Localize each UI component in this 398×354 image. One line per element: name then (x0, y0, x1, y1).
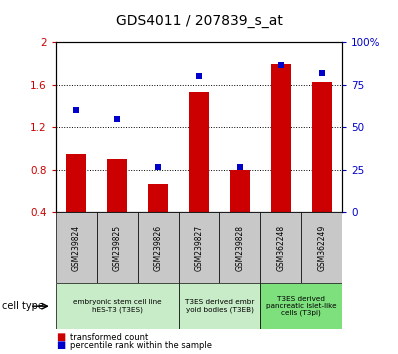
Bar (230, 170, 250, 212)
Bar (271, 64, 291, 212)
Bar (56, 212, 97, 283)
Bar (56, 283, 179, 329)
Bar (260, 283, 342, 329)
Bar (260, 212, 301, 283)
Text: GSM239826: GSM239826 (154, 225, 162, 271)
Point (114, 116, 120, 122)
Text: embryonic stem cell line
hES-T3 (T3ES): embryonic stem cell line hES-T3 (T3ES) (73, 299, 162, 313)
Text: GSM362248: GSM362248 (276, 225, 285, 271)
Text: percentile rank within the sample: percentile rank within the sample (70, 342, 212, 350)
Text: T3ES derived embr
yoid bodies (T3EB): T3ES derived embr yoid bodies (T3EB) (185, 299, 254, 313)
Text: GSM362249: GSM362249 (317, 225, 326, 271)
Point (319, 70, 325, 76)
Text: GSM239828: GSM239828 (236, 225, 244, 271)
Text: ■: ■ (56, 341, 65, 350)
Point (278, 62, 284, 67)
Bar (148, 184, 168, 212)
Text: transformed count: transformed count (70, 333, 148, 342)
Bar (179, 212, 219, 283)
Text: GSM239825: GSM239825 (113, 225, 122, 271)
Bar (138, 212, 179, 283)
Text: ■: ■ (56, 332, 65, 342)
Text: T3ES derived
pancreatic islet-like
cells (T3pi): T3ES derived pancreatic islet-like cells… (266, 296, 337, 316)
Bar (219, 212, 260, 283)
Text: GSM239827: GSM239827 (195, 225, 203, 271)
Bar (97, 212, 138, 283)
Point (73, 108, 79, 113)
Bar (312, 82, 332, 212)
Text: GSM239824: GSM239824 (72, 225, 81, 271)
Text: GDS4011 / 207839_s_at: GDS4011 / 207839_s_at (115, 14, 283, 28)
Bar (179, 283, 260, 329)
Point (196, 74, 202, 79)
Point (155, 164, 161, 169)
Bar (66, 154, 86, 212)
Bar (107, 159, 127, 212)
Bar (301, 212, 342, 283)
Bar (189, 92, 209, 212)
Point (237, 164, 243, 169)
Text: cell type: cell type (2, 301, 44, 311)
